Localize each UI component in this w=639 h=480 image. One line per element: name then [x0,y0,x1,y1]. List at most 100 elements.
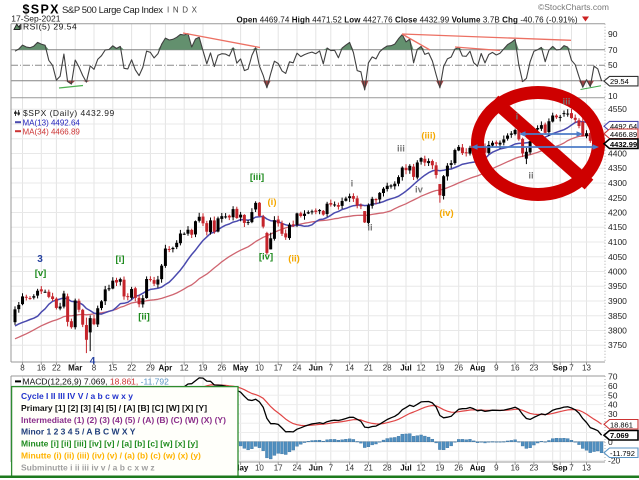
svg-text:MA(13) 4492.64: MA(13) 4492.64 [23,119,81,128]
svg-text:iii: iii [397,144,405,155]
svg-text:Sep: Sep [553,364,568,373]
svg-text:INDX: INDX [167,6,198,15]
svg-text:19: 19 [435,364,444,373]
svg-text:24: 24 [293,464,302,473]
svg-text:3950: 3950 [608,281,627,291]
svg-text:[iii]: [iii] [250,172,264,183]
svg-text:16: 16 [37,364,46,373]
svg-text:iv: iv [415,185,424,196]
svg-text:May: May [233,364,249,373]
svg-text:Jun: Jun [309,364,323,373]
svg-text:29: 29 [146,364,155,373]
svg-text:7: 7 [329,364,334,373]
svg-text:$SPX (Daily) 4432.99: $SPX (Daily) 4432.99 [23,108,115,118]
svg-text:MACD(12,26,9) 7.069, 18.861, -: MACD(12,26,9) 7.069, 18.861, -11.792 [23,377,170,387]
svg-text:17-Sep-2021: 17-Sep-2021 [11,13,60,23]
svg-text:3850: 3850 [608,311,627,321]
svg-text:21: 21 [364,364,373,373]
svg-text:26: 26 [454,464,463,473]
svg-text:iii: iii [563,97,571,108]
svg-text:4300: 4300 [608,178,627,188]
svg-text:7: 7 [329,464,334,473]
svg-text:RSI(5) 29.54: RSI(5) 29.54 [23,21,77,31]
svg-text:19: 19 [199,364,208,373]
svg-text:i: i [351,179,354,190]
svg-text:4100: 4100 [608,237,627,247]
svg-text:22: 22 [52,364,61,373]
svg-text:13: 13 [582,364,591,373]
svg-text:Jul: Jul [400,364,412,373]
svg-text:Subminutte i ii iii iv v / a b: Subminutte i ii iii iv v / a b c x w z [21,462,155,472]
svg-text:15: 15 [108,364,117,373]
svg-text:4492.64: 4492.64 [610,122,637,131]
svg-text:Minute [i] [ii] [iii] [iv] [v]: Minute [i] [ii] [iii] [iv] [v] / [a] [b]… [21,439,198,449]
svg-text:Intermediate (1) (2) (3) (4) (: Intermediate (1) (2) (3) (4) (5) / (A) (… [21,415,226,425]
svg-text:$SPX: $SPX [23,3,60,17]
svg-text:4050: 4050 [608,252,627,262]
svg-text:Sep: Sep [553,464,568,473]
svg-text:7: 7 [569,364,574,373]
svg-text:0: 0 [608,437,613,447]
svg-text:4200: 4200 [608,208,627,218]
svg-text:29.54: 29.54 [610,77,629,86]
svg-text:3900: 3900 [608,296,627,306]
svg-text:Minor 1 2 3 4 5 / A B C W X Y: Minor 1 2 3 4 5 / A B C W X Y [21,427,136,437]
svg-text:12: 12 [180,364,189,373]
svg-text:9: 9 [494,464,499,473]
svg-text:22: 22 [127,364,136,373]
svg-text:4: 4 [90,356,96,367]
svg-text:i: i [516,112,519,123]
svg-text:19: 19 [435,464,444,473]
svg-text:60: 60 [608,381,618,391]
svg-text:23: 23 [529,364,538,373]
svg-text:Jun: Jun [309,464,323,473]
svg-text:28: 28 [383,364,392,373]
svg-text:16: 16 [511,464,520,473]
svg-text:17: 17 [274,364,283,373]
svg-text:[v]: [v] [35,268,47,279]
svg-text:(ii): (ii) [288,254,300,265]
svg-text:12: 12 [417,464,426,473]
svg-text:(iii): (iii) [421,131,435,142]
svg-text:70: 70 [608,45,618,55]
svg-text:23: 23 [529,464,538,473]
svg-text:7.069: 7.069 [610,431,629,440]
svg-text:3: 3 [37,254,43,265]
svg-text:17: 17 [274,464,283,473]
svg-text:10: 10 [255,364,264,373]
svg-text:8: 8 [92,364,97,373]
svg-text:50: 50 [608,390,618,400]
svg-text:4350: 4350 [608,163,627,173]
svg-text:[i]: [i] [116,254,125,265]
svg-text:4466.89: 4466.89 [610,130,637,139]
svg-text:12: 12 [417,364,426,373]
svg-text:70: 70 [608,372,618,382]
svg-text:90: 90 [608,29,618,39]
svg-text:[ii]: [ii] [138,312,150,323]
svg-text:(i): (i) [268,197,277,208]
svg-text:30: 30 [608,409,618,419]
svg-text:7: 7 [569,464,574,473]
svg-text:3750: 3750 [608,340,627,350]
svg-text:Open 4469.74 High 4471.52 Low: Open 4469.74 High 4471.52 Low 4427.76 Cl… [237,16,578,25]
svg-text:4550: 4550 [608,104,627,114]
svg-text:4250: 4250 [608,193,627,203]
svg-text:(iv): (iv) [439,208,453,219]
svg-text:[iv]: [iv] [259,252,273,263]
svg-text:Jul: Jul [400,464,412,473]
svg-text:50: 50 [608,60,618,70]
svg-text:10: 10 [255,464,264,473]
svg-text:Aug: Aug [470,464,486,473]
svg-text:8: 8 [20,364,25,373]
svg-text:Cycle I II III IV V / a b c w: Cycle I II III IV V / a b c w x y [21,391,133,401]
svg-text:4150: 4150 [608,222,627,232]
svg-text:9: 9 [494,364,499,373]
svg-text:18.861: 18.861 [610,420,633,429]
svg-text:10: 10 [608,91,618,101]
svg-text:28: 28 [383,464,392,473]
svg-text:4400: 4400 [608,149,627,159]
svg-text:Mar: Mar [68,364,82,373]
svg-text:MA(34) 4466.89: MA(34) 4466.89 [23,128,81,137]
svg-text:ii: ii [367,223,372,234]
svg-text:16: 16 [511,364,520,373]
